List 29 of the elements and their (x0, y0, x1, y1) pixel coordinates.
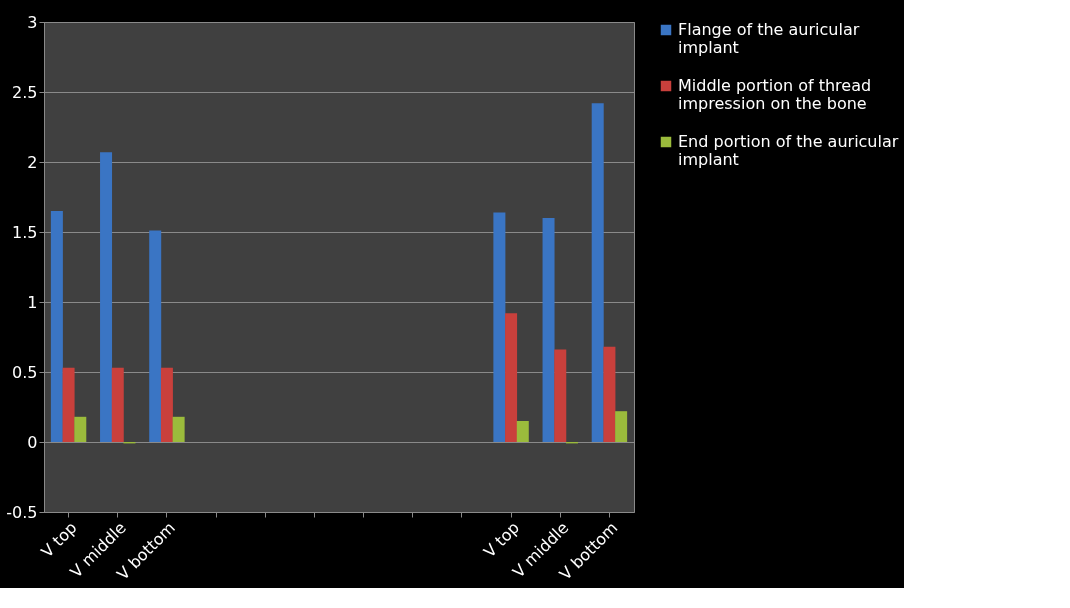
bar (74, 416, 87, 442)
x-tick-label: V top (479, 518, 524, 562)
y-tick-label: 3 (27, 12, 38, 32)
y-tick-label: 1.5 (12, 222, 38, 242)
bar (172, 416, 185, 442)
bar (160, 367, 173, 442)
bar (111, 367, 124, 442)
bar (100, 152, 113, 442)
bar (516, 421, 529, 442)
legend-label: Flange of the auricular implant (678, 20, 860, 57)
bar (62, 367, 75, 442)
y-tick-label: 2.5 (12, 82, 38, 102)
legend-label: Middle portion of thread impression on the bone (678, 76, 872, 113)
y-tick-label: 0.5 (12, 362, 38, 382)
legend-label: End portion of the auricular implant (678, 132, 899, 169)
bar (493, 212, 506, 442)
bar (50, 211, 63, 442)
bar (505, 313, 518, 442)
x-tick-label: V top (37, 518, 81, 562)
y-tick-label: -0.5 (6, 502, 38, 522)
y-tick-label: 2 (27, 152, 38, 172)
bar (542, 218, 555, 442)
bar (615, 411, 628, 442)
y-tick-label: 1 (27, 292, 38, 312)
bar (149, 230, 162, 442)
bar (554, 349, 567, 442)
y-tick-label: 0 (27, 432, 38, 452)
bar (591, 103, 604, 442)
bar (603, 346, 616, 442)
